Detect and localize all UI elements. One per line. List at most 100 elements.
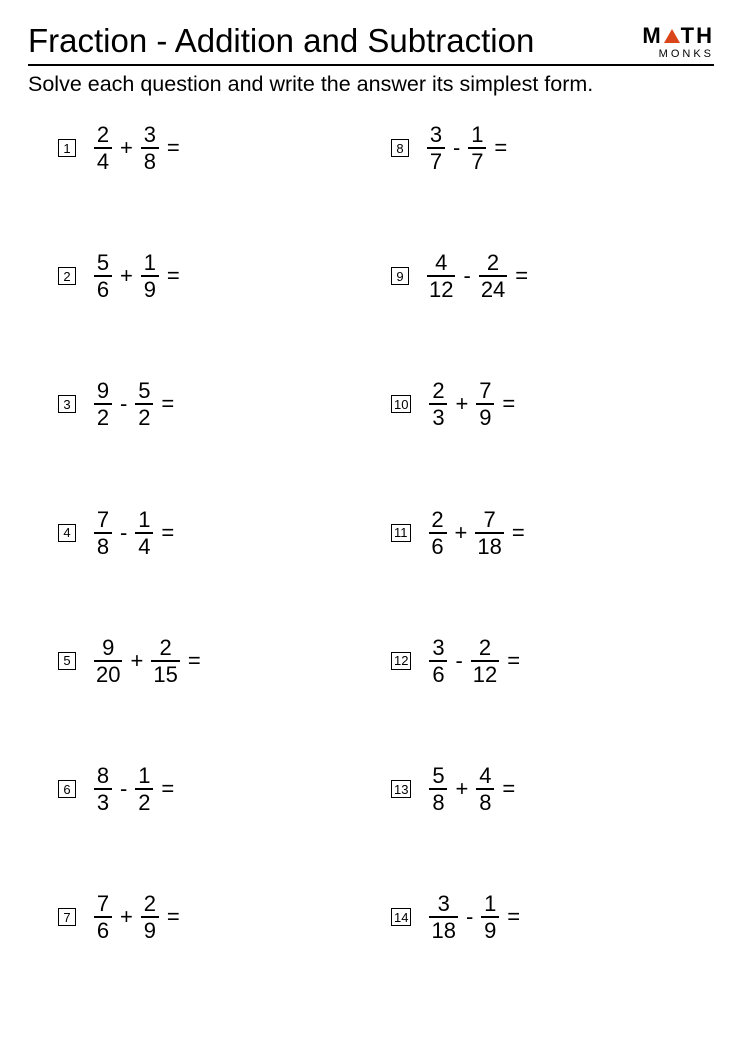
numerator: 2 bbox=[485, 251, 501, 275]
numerator: 4 bbox=[477, 764, 493, 788]
equals-sign: = bbox=[494, 391, 515, 417]
numerator: 3 bbox=[428, 123, 444, 147]
logo-subtext: MONKS bbox=[642, 48, 714, 60]
question-number: 8 bbox=[391, 139, 409, 157]
denominator: 2 bbox=[95, 405, 111, 429]
fraction-b: 14 bbox=[135, 508, 153, 558]
equals-sign: = bbox=[153, 391, 174, 417]
numerator: 2 bbox=[430, 379, 446, 403]
numerator: 7 bbox=[477, 379, 493, 403]
fraction-a: 76 bbox=[94, 892, 112, 942]
denominator: 7 bbox=[469, 149, 485, 173]
equals-sign: = bbox=[153, 520, 174, 546]
fraction-a: 23 bbox=[429, 379, 447, 429]
denominator: 2 bbox=[136, 405, 152, 429]
question-number: 10 bbox=[391, 395, 411, 413]
fraction-b: 19 bbox=[481, 892, 499, 942]
equals-sign: = bbox=[153, 776, 174, 802]
operator: - bbox=[112, 776, 135, 802]
problem: 1236-212= bbox=[391, 636, 714, 686]
numerator: 1 bbox=[136, 764, 152, 788]
fraction-a: 318 bbox=[429, 892, 457, 942]
equals-sign: = bbox=[499, 648, 520, 674]
denominator: 20 bbox=[94, 662, 122, 686]
operator: + bbox=[447, 391, 476, 417]
question-number: 7 bbox=[58, 908, 76, 926]
expression: 58+48= bbox=[429, 764, 515, 814]
problem: 5920+215= bbox=[58, 636, 381, 686]
question-number: 4 bbox=[58, 524, 76, 542]
denominator: 12 bbox=[471, 662, 499, 686]
fraction-b: 12 bbox=[135, 764, 153, 814]
operator: - bbox=[445, 135, 468, 161]
equals-sign: = bbox=[504, 520, 525, 546]
problem: 837-17= bbox=[391, 123, 714, 173]
header: Fraction - Addition and Subtraction M TH… bbox=[28, 22, 714, 66]
numerator: 9 bbox=[100, 636, 116, 660]
denominator: 18 bbox=[475, 534, 503, 558]
denominator: 8 bbox=[142, 149, 158, 173]
question-number: 9 bbox=[391, 267, 409, 285]
numerator: 1 bbox=[136, 508, 152, 532]
numerator: 3 bbox=[436, 892, 452, 916]
numerator: 1 bbox=[482, 892, 498, 916]
numerator: 3 bbox=[142, 123, 158, 147]
expression: 36-212= bbox=[429, 636, 520, 686]
equals-sign: = bbox=[494, 776, 515, 802]
expression: 412-224= bbox=[427, 251, 528, 301]
denominator: 3 bbox=[95, 790, 111, 814]
fraction-b: 212 bbox=[471, 636, 499, 686]
denominator: 6 bbox=[95, 277, 111, 301]
fraction-a: 920 bbox=[94, 636, 122, 686]
numerator: 4 bbox=[433, 251, 449, 275]
denominator: 6 bbox=[430, 662, 446, 686]
problem: 1126+718= bbox=[391, 508, 714, 558]
numerator: 9 bbox=[95, 379, 111, 403]
operator: - bbox=[112, 391, 135, 417]
fraction-b: 38 bbox=[141, 123, 159, 173]
question-number: 1 bbox=[58, 139, 76, 157]
operator: - bbox=[455, 263, 478, 289]
equals-sign: = bbox=[499, 904, 520, 930]
problem: 392-52= bbox=[58, 379, 381, 429]
expression: 78-14= bbox=[94, 508, 174, 558]
fraction-a: 56 bbox=[94, 251, 112, 301]
numerator: 2 bbox=[477, 636, 493, 660]
problem: 14318-19= bbox=[391, 892, 714, 942]
denominator: 24 bbox=[479, 277, 507, 301]
fraction-b: 79 bbox=[476, 379, 494, 429]
operator: - bbox=[112, 520, 135, 546]
expression: 23+79= bbox=[429, 379, 515, 429]
denominator: 4 bbox=[95, 149, 111, 173]
fraction-a: 92 bbox=[94, 379, 112, 429]
denominator: 8 bbox=[95, 534, 111, 558]
fraction-b: 224 bbox=[479, 251, 507, 301]
denominator: 6 bbox=[95, 918, 111, 942]
numerator: 5 bbox=[430, 764, 446, 788]
numerator: 1 bbox=[142, 251, 158, 275]
equals-sign: = bbox=[159, 263, 180, 289]
expression: 24+38= bbox=[94, 123, 180, 173]
operator: + bbox=[447, 520, 476, 546]
fraction-b: 17 bbox=[468, 123, 486, 173]
numerator: 7 bbox=[95, 508, 111, 532]
problem-grid: 124+38=837-17=256+19=9412-224=392-52=102… bbox=[28, 123, 714, 942]
equals-sign: = bbox=[180, 648, 201, 674]
logo-triangle-icon bbox=[664, 29, 680, 43]
denominator: 9 bbox=[142, 277, 158, 301]
numerator: 5 bbox=[95, 251, 111, 275]
operator: - bbox=[447, 648, 470, 674]
fraction-b: 19 bbox=[141, 251, 159, 301]
equals-sign: = bbox=[507, 263, 528, 289]
question-number: 12 bbox=[391, 652, 411, 670]
expression: 76+29= bbox=[94, 892, 180, 942]
fraction-a: 24 bbox=[94, 123, 112, 173]
problem: 1358+48= bbox=[391, 764, 714, 814]
denominator: 12 bbox=[427, 277, 455, 301]
denominator: 8 bbox=[477, 790, 493, 814]
operator: + bbox=[447, 776, 476, 802]
page-title: Fraction - Addition and Subtraction bbox=[28, 22, 534, 60]
expression: 318-19= bbox=[429, 892, 520, 942]
denominator: 7 bbox=[428, 149, 444, 173]
expression: 920+215= bbox=[94, 636, 201, 686]
